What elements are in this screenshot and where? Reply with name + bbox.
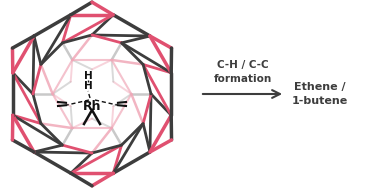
Text: Ethene /
1-butene: Ethene / 1-butene <box>292 82 348 106</box>
Text: C-H / C-C
formation: C-H / C-C formation <box>213 60 272 84</box>
Text: Rh: Rh <box>83 99 101 112</box>
Text: H: H <box>84 71 92 81</box>
Text: H: H <box>84 81 92 91</box>
